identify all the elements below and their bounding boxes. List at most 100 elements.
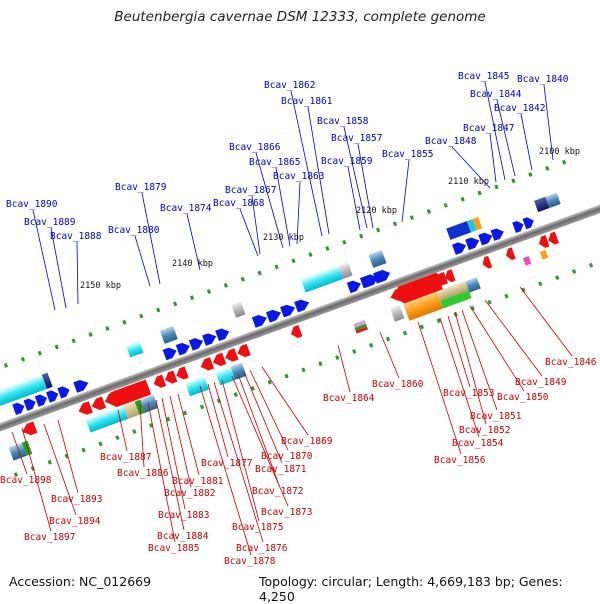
leader-line bbox=[401, 159, 410, 223]
gene-label-bcav-1866: Bcav_1866 bbox=[229, 142, 281, 153]
strand-tick bbox=[419, 324, 424, 330]
gene-label-bcav-1876: Bcav_1876 bbox=[236, 543, 288, 554]
strand-tick bbox=[166, 416, 171, 422]
gene-label-bcav-1853: Bcav_1853 bbox=[443, 388, 494, 399]
rrna-box bbox=[0, 374, 47, 407]
leader-line bbox=[147, 401, 176, 543]
strand-tick bbox=[392, 221, 398, 227]
gene-arrow bbox=[482, 255, 493, 269]
gene-arrow bbox=[212, 352, 227, 367]
tick-label: 2110 kbp bbox=[448, 177, 489, 187]
tick-label: 2150 kbp bbox=[80, 281, 121, 291]
gene-arrow bbox=[46, 390, 59, 403]
leader-line bbox=[76, 241, 79, 305]
gene-label-bcav-1868: Bcav_1868 bbox=[213, 198, 265, 209]
gene-arrow bbox=[162, 347, 177, 361]
gene-arrow bbox=[200, 357, 215, 371]
strand-tick bbox=[385, 336, 391, 342]
gene-label-bcav-1893: Bcav_1893 bbox=[51, 494, 102, 505]
strand-tick bbox=[71, 338, 76, 344]
leader-line bbox=[307, 106, 330, 235]
gene-label-bcav-1875: Bcav_1875 bbox=[232, 522, 283, 533]
gene-label-group: Bcav_1840 Bcav_1842 Bcav_1844 Bcav_1845 Bcav… bbox=[0, 71, 597, 567]
gene-label-bcav-1871: Bcav_1871 bbox=[255, 464, 307, 475]
gene-label-bcav-1874: Bcav_1874 bbox=[160, 203, 212, 214]
gene-label-bcav-1885: Bcav_1885 bbox=[148, 543, 199, 554]
feature-box bbox=[41, 372, 53, 389]
leader-line bbox=[484, 81, 506, 181]
leader-line bbox=[261, 366, 309, 436]
tick-label: 2100 kbp bbox=[539, 147, 580, 157]
gene-label-bcav-1865: Bcav_1865 bbox=[249, 157, 300, 168]
gene-arrow bbox=[23, 398, 36, 411]
leader-line bbox=[177, 393, 200, 476]
strand-tick bbox=[308, 252, 313, 257]
feature-box bbox=[354, 323, 367, 331]
leader-line bbox=[489, 133, 497, 183]
strand-tick bbox=[588, 262, 594, 268]
leader-line bbox=[337, 344, 351, 393]
feature-box bbox=[126, 341, 144, 358]
gene-arrow bbox=[91, 396, 107, 410]
leader-line bbox=[43, 423, 77, 516]
strand-tick bbox=[267, 379, 272, 385]
gene-label-bcav-1869: Bcav_1869 bbox=[281, 436, 333, 447]
gene-label-bcav-1882: Bcav_1882 bbox=[164, 488, 215, 499]
gene-label-bcav-1856: Bcav_1856 bbox=[434, 455, 486, 466]
gene-arrow bbox=[175, 342, 190, 356]
leader-line bbox=[296, 181, 301, 245]
strand-tick bbox=[545, 166, 550, 171]
strand-tick bbox=[182, 410, 188, 416]
strand-tick bbox=[528, 172, 533, 177]
strand-tick bbox=[460, 196, 465, 202]
gene-arrow bbox=[490, 228, 504, 241]
strand-tick bbox=[105, 326, 110, 331]
strand-tick bbox=[274, 264, 279, 270]
leader-line bbox=[520, 113, 533, 171]
gene-label-bcav-1857: Bcav_1857 bbox=[331, 133, 382, 144]
label-leader-lines bbox=[11, 81, 573, 556]
leader-line bbox=[237, 373, 280, 486]
strand-tick bbox=[233, 392, 238, 397]
rotated-track bbox=[0, 159, 600, 477]
feature-box bbox=[215, 366, 236, 386]
gene-label-bcav-1897: Bcav_1897 bbox=[24, 532, 75, 543]
gene-arrow bbox=[445, 269, 456, 283]
gene-arrow bbox=[57, 386, 70, 399]
strand-tick bbox=[291, 258, 296, 264]
gene-arrow bbox=[188, 338, 204, 351]
strand-tick bbox=[318, 361, 323, 367]
feature-box bbox=[522, 256, 532, 266]
strand-tick bbox=[487, 299, 492, 305]
gene-arrow bbox=[290, 325, 303, 338]
feature-box bbox=[300, 265, 344, 293]
leader-line bbox=[461, 309, 498, 411]
leader-line bbox=[117, 409, 128, 452]
strand-tick bbox=[477, 190, 482, 196]
gene-arrow bbox=[107, 379, 152, 408]
leader-line bbox=[186, 213, 201, 271]
strand-tick bbox=[189, 295, 195, 301]
leader-line bbox=[379, 331, 400, 379]
gene-arrow bbox=[237, 343, 251, 358]
leader-line bbox=[32, 209, 56, 311]
strand-tick bbox=[352, 349, 357, 354]
leader-line bbox=[451, 146, 491, 189]
gene-label-bcav-1883: Bcav_1883 bbox=[158, 510, 209, 521]
accession-text: Accession: NC_012669 bbox=[9, 574, 152, 589]
strand-tick bbox=[562, 159, 567, 165]
gene-arrow bbox=[376, 269, 391, 283]
strand-tick bbox=[504, 293, 509, 299]
strand-tick bbox=[494, 184, 499, 190]
leader-line bbox=[347, 166, 361, 231]
feature-box bbox=[446, 221, 472, 240]
gene-label-bcav-1870: Bcav_1870 bbox=[261, 451, 313, 462]
gene-label-bcav-1889: Bcav_1889 bbox=[24, 217, 76, 228]
gene-arrow bbox=[512, 220, 524, 234]
strand-tick bbox=[206, 289, 212, 294]
feature-box bbox=[353, 320, 366, 328]
leader-line bbox=[243, 371, 283, 464]
gene-arrow bbox=[225, 348, 239, 362]
strand-tick bbox=[139, 313, 144, 319]
